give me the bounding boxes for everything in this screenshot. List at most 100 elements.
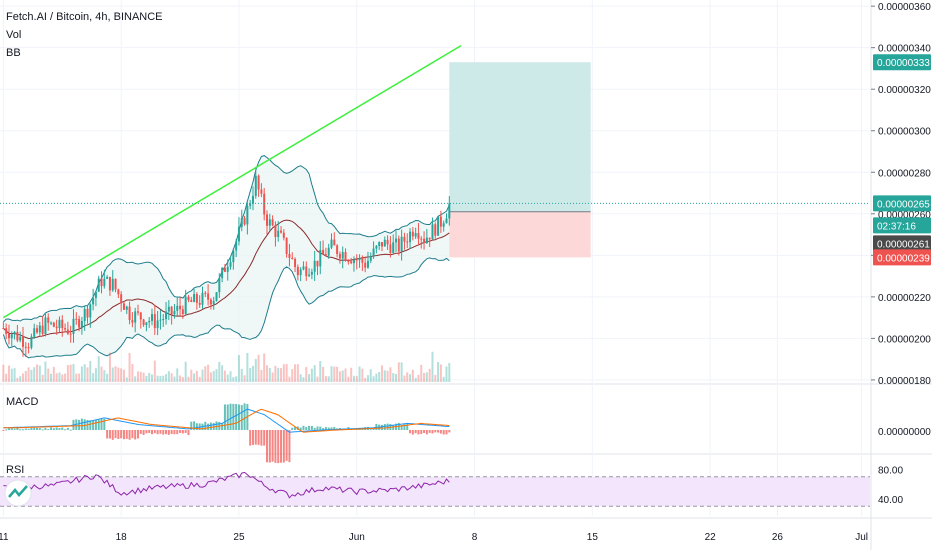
volume-bar	[375, 373, 378, 382]
macd-histogram-bar	[30, 427, 33, 430]
macd-zero-label: 0.00000000	[878, 427, 931, 438]
macd-histogram-bar	[333, 427, 336, 430]
volume-bar	[7, 365, 10, 382]
candle-body	[30, 336, 33, 348]
candle-body	[324, 254, 327, 256]
volume-bar	[184, 361, 187, 382]
volume-bar	[94, 368, 97, 382]
candle-body	[409, 231, 412, 243]
volume-bar	[106, 373, 109, 382]
vol-legend[interactable]: Vol	[6, 29, 22, 41]
macd-histogram-bar	[254, 430, 257, 445]
macd-histogram-bar	[139, 430, 142, 434]
macd-histogram-bar	[235, 404, 238, 430]
candle-body	[24, 346, 27, 348]
macd-histogram-bar	[165, 430, 168, 435]
x-tick-label: Jun	[349, 532, 365, 543]
macd-histogram-bar	[268, 430, 271, 463]
macd-legend[interactable]: MACD	[6, 396, 39, 408]
volume-bar	[265, 365, 269, 382]
candle-body	[165, 311, 168, 320]
volume-bar	[38, 365, 41, 382]
candle-body	[145, 322, 148, 326]
candle-body	[352, 259, 355, 264]
candle-body	[125, 306, 128, 310]
volume-bar	[176, 368, 179, 382]
volume-bar	[229, 371, 232, 382]
macd-histogram-bar	[400, 424, 403, 430]
candle-body	[358, 258, 361, 261]
candle-body	[428, 237, 431, 240]
macd-histogram-bar	[428, 430, 431, 433]
bb-upper-line	[3, 155, 450, 323]
volume-bar	[324, 376, 327, 382]
volume-bar	[232, 377, 235, 382]
candle-body	[243, 218, 246, 225]
candle-body	[445, 218, 448, 224]
macd-histogram-bar	[120, 430, 123, 439]
candle-body	[448, 203, 451, 219]
candle-body	[254, 175, 257, 196]
y-tick-label: 0.00000260	[878, 210, 931, 221]
volume-bar	[423, 373, 426, 382]
macd-histogram-bar	[64, 429, 67, 431]
volume-bar	[226, 374, 229, 382]
volume-bar	[392, 373, 395, 382]
candle-body	[61, 319, 64, 329]
volume-bar	[5, 373, 8, 382]
macd-histogram-bar	[151, 430, 154, 435]
macd-histogram-bar	[13, 428, 16, 430]
macd-histogram-bar	[223, 404, 226, 430]
candle-body	[142, 319, 145, 326]
volume-bar	[120, 368, 123, 382]
candle-body	[117, 289, 120, 295]
macd-histogram-bar	[282, 430, 285, 463]
macd-histogram-bar	[122, 430, 125, 440]
macd-histogram-bar	[2, 430, 5, 431]
stop-zone	[449, 211, 591, 258]
logo-mark-icon	[8, 485, 28, 498]
candle-body	[114, 278, 117, 290]
candle-body	[277, 230, 280, 237]
macd-histogram-bar	[257, 430, 260, 445]
rsi-legend[interactable]: RSI	[6, 464, 25, 476]
candle-body	[100, 278, 103, 287]
price-tag-entry	[873, 235, 931, 252]
candle-body	[131, 319, 134, 323]
volume-bar	[336, 366, 339, 382]
macd-histogram-bar	[260, 430, 263, 446]
volume-bar	[249, 368, 252, 382]
macd-histogram-bar	[243, 403, 246, 430]
bollinger-bands	[2, 155, 450, 359]
volume-bar	[420, 364, 423, 382]
tradingview-logo[interactable]	[4, 479, 32, 507]
candle-body	[364, 262, 367, 268]
candle-body	[89, 304, 92, 318]
price-tag-label-target: 0.00000333	[877, 58, 930, 69]
macd-histogram-bar	[156, 430, 159, 435]
candle-body	[221, 267, 224, 279]
macd-histogram-bar	[58, 428, 61, 430]
candle-body	[336, 245, 339, 255]
candle-body	[38, 325, 41, 333]
macd-histogram-bar	[148, 430, 151, 433]
candle-body	[159, 319, 162, 321]
candle-body	[378, 242, 381, 247]
volume-bar	[108, 352, 111, 382]
macd-histogram-bar	[153, 430, 156, 434]
price-tag-last	[873, 195, 931, 212]
volume-bar	[61, 374, 64, 382]
rsi-pane	[0, 471, 870, 507]
bb-legend[interactable]: BB	[6, 47, 21, 59]
macd-histogram-bar	[100, 418, 103, 430]
candle-body	[344, 252, 347, 261]
macd-histogram-bar	[167, 430, 170, 435]
candle-body	[195, 294, 198, 303]
candle-body	[94, 291, 97, 298]
candle-body	[41, 325, 44, 334]
volume-bar	[181, 377, 184, 382]
candle-body	[151, 314, 154, 321]
volume-bar	[187, 376, 190, 382]
volume-bar	[134, 376, 137, 382]
